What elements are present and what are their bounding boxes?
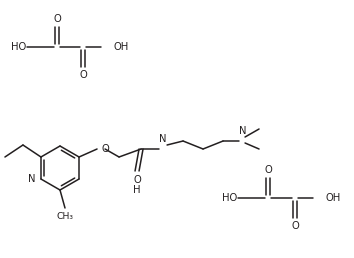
Text: N: N <box>159 134 167 144</box>
Text: N: N <box>28 174 36 184</box>
Text: O: O <box>79 70 87 80</box>
Text: H: H <box>133 185 141 195</box>
Text: OH: OH <box>113 42 128 52</box>
Text: HO: HO <box>11 42 26 52</box>
Text: N: N <box>239 126 247 136</box>
Text: O: O <box>264 165 272 175</box>
Text: O: O <box>53 14 61 24</box>
Text: O: O <box>291 221 299 231</box>
Text: CH₃: CH₃ <box>57 212 74 221</box>
Text: O: O <box>101 144 109 154</box>
Text: OH: OH <box>325 193 340 203</box>
Text: HO: HO <box>222 193 237 203</box>
Text: O: O <box>133 175 141 185</box>
